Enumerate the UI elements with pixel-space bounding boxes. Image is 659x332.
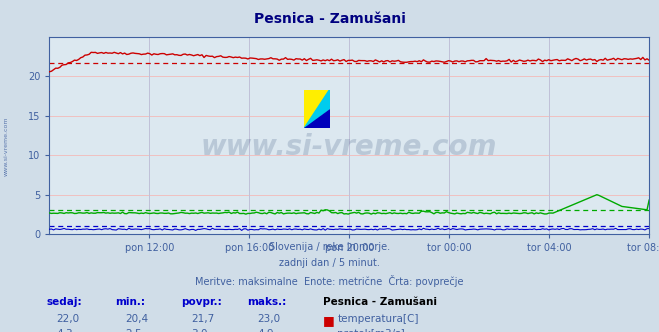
Text: 22,0: 22,0 <box>56 314 79 324</box>
Text: 4,9: 4,9 <box>257 329 273 332</box>
Text: Slovenija / reke in morje.: Slovenija / reke in morje. <box>269 242 390 252</box>
Text: sedaj:: sedaj: <box>46 297 82 307</box>
Text: ■: ■ <box>323 329 335 332</box>
Text: pretok[m3/s]: pretok[m3/s] <box>337 329 405 332</box>
Text: Pesnica - Zamušani: Pesnica - Zamušani <box>323 297 437 307</box>
Text: temperatura[C]: temperatura[C] <box>337 314 419 324</box>
Text: maks.:: maks.: <box>247 297 287 307</box>
Text: Pesnica - Zamušani: Pesnica - Zamušani <box>254 12 405 26</box>
Text: min.:: min.: <box>115 297 146 307</box>
Polygon shape <box>304 90 330 128</box>
Text: 21,7: 21,7 <box>191 314 214 324</box>
Text: 3,0: 3,0 <box>191 329 208 332</box>
Text: 20,4: 20,4 <box>125 314 148 324</box>
Polygon shape <box>304 90 330 128</box>
Text: zadnji dan / 5 minut.: zadnji dan / 5 minut. <box>279 258 380 268</box>
Text: www.si-vreme.com: www.si-vreme.com <box>201 133 498 161</box>
Text: 4,3: 4,3 <box>56 329 72 332</box>
Text: 2,5: 2,5 <box>125 329 142 332</box>
Text: 23,0: 23,0 <box>257 314 280 324</box>
Text: Meritve: maksimalne  Enote: metrične  Črta: povprečje: Meritve: maksimalne Enote: metrične Črta… <box>195 275 464 287</box>
Text: povpr.:: povpr.: <box>181 297 222 307</box>
Polygon shape <box>304 109 330 128</box>
Text: www.si-vreme.com: www.si-vreme.com <box>4 116 9 176</box>
Text: ■: ■ <box>323 314 335 327</box>
